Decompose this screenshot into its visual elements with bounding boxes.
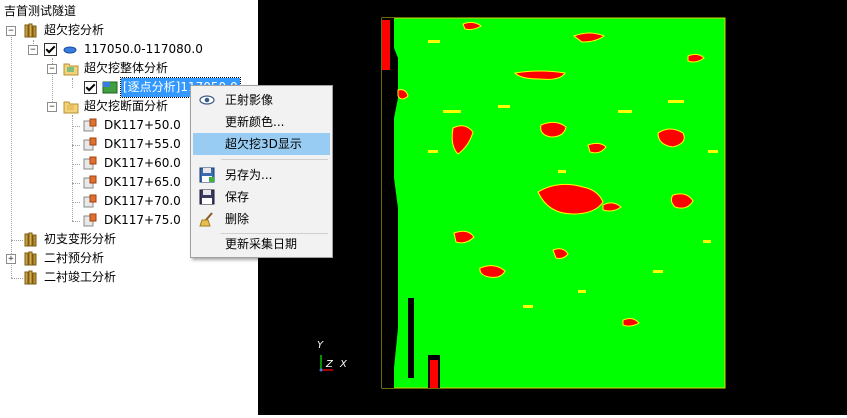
raster-edge-gap xyxy=(382,18,398,388)
tree-item-label: 超欠挖整体分析 xyxy=(84,61,169,75)
menu-item-label: 另存为... xyxy=(225,168,273,182)
section-profile-icon xyxy=(83,137,97,151)
overbreak-regions xyxy=(397,21,705,327)
menu-item-update-date[interactable]: 更新采集日期 xyxy=(193,233,330,255)
tree-item-section[interactable]: DK117+65.0 xyxy=(0,173,258,192)
menu-separator xyxy=(221,233,328,234)
section-profile-icon xyxy=(83,156,97,170)
collapse-toggle[interactable]: − xyxy=(47,102,57,112)
menu-item-save-as[interactable]: 另存为... xyxy=(193,164,330,186)
collapse-toggle[interactable]: − xyxy=(47,64,57,74)
tree-connector xyxy=(72,202,80,203)
save-as-icon xyxy=(199,167,215,183)
ellipse-icon xyxy=(63,46,77,54)
tree-item-label: 二衬竣工分析 xyxy=(44,270,117,284)
tree-item-range[interactable]: − 117050.0-117080.0 xyxy=(0,40,258,59)
folder-icon xyxy=(63,63,79,76)
folder-icon xyxy=(63,101,79,114)
tree-item-deformation-analysis[interactable]: 初支变形分析 xyxy=(0,230,258,249)
tree-item-section[interactable]: DK117+60.0 xyxy=(0,154,258,173)
visibility-checkbox[interactable] xyxy=(44,43,57,56)
project-title: 吉首测试隧道 xyxy=(4,4,77,18)
menu-item-3d-display[interactable]: 超欠挖3D显示 xyxy=(193,133,330,155)
tree-item-lining-preanalysis[interactable]: + 二衬预分析 xyxy=(0,249,258,268)
menu-item-delete[interactable]: 删除 xyxy=(193,208,330,230)
tree-item-overbreak-analysis[interactable]: − 超欠挖分析 xyxy=(0,21,258,40)
tree-connector xyxy=(33,40,34,48)
tree-item-section[interactable]: DK117+70.0 xyxy=(0,192,258,211)
tree-item-label: 超欠挖断面分析 xyxy=(84,99,169,113)
expand-toggle[interactable]: + xyxy=(6,254,16,264)
menu-item-label: 保存 xyxy=(225,190,250,204)
menu-item-update-color[interactable]: 更新颜色... xyxy=(193,111,330,133)
tree-connector xyxy=(72,115,73,221)
tree-connector xyxy=(72,145,80,146)
tree-item-label: 二衬预分析 xyxy=(44,251,105,265)
map-viewer[interactable]: Y Z X xyxy=(258,0,847,415)
tree-connector xyxy=(72,221,80,222)
collapse-toggle[interactable]: − xyxy=(28,45,38,55)
axis-x-label: X xyxy=(340,359,347,370)
axis-z-label: Z xyxy=(326,359,333,370)
section-profile-icon xyxy=(83,118,97,132)
tree-connector xyxy=(52,58,53,106)
tree-connector xyxy=(72,126,80,127)
tree-connector xyxy=(72,78,73,88)
books-icon xyxy=(24,251,37,266)
books-icon xyxy=(24,232,37,247)
context-menu: 正射影像 更新颜色... 超欠挖3D显示 另存为... 保存 删除 更新采集日期 xyxy=(190,85,333,258)
tree-item-label: DK117+55.0 xyxy=(104,137,181,151)
menu-separator xyxy=(221,159,328,160)
broom-icon xyxy=(199,212,213,227)
raster-layer-icon xyxy=(102,81,118,94)
tree-item-section[interactable]: DK117+55.0 xyxy=(0,135,258,154)
books-icon xyxy=(24,270,37,285)
tree-item-section-analysis[interactable]: − 超欠挖断面分析 xyxy=(0,97,258,116)
tree-item-section[interactable]: DK117+75.0 xyxy=(0,211,258,230)
tree-connector xyxy=(11,240,23,241)
tree-item-section[interactable]: DK117+50.0 xyxy=(0,116,258,135)
tree-item-label: 超欠挖分析 xyxy=(44,23,105,37)
axis-indicator xyxy=(319,355,333,372)
menu-item-label: 更新颜色... xyxy=(225,115,285,129)
tree-item-label: DK117+65.0 xyxy=(104,175,181,189)
tree-item-label: 117050.0-117080.0 xyxy=(84,42,203,56)
eye-icon xyxy=(199,95,215,105)
tree-item-lining-completion[interactable]: 二衬竣工分析 xyxy=(0,268,258,287)
save-icon xyxy=(199,189,215,205)
menu-item-label: 更新采集日期 xyxy=(225,237,298,251)
books-icon xyxy=(24,23,37,38)
section-profile-icon xyxy=(83,175,97,189)
section-profile-icon xyxy=(83,213,97,227)
tree-item-label: DK117+75.0 xyxy=(104,213,181,227)
menu-item-label: 正射影像 xyxy=(225,93,274,107)
tree-connector xyxy=(11,31,12,278)
tree-item-label: DK117+60.0 xyxy=(104,156,181,170)
menu-item-orthophoto[interactable]: 正射影像 xyxy=(193,89,330,111)
section-profile-icon xyxy=(83,194,97,208)
underbreak-regions xyxy=(428,40,718,308)
tree-connector xyxy=(72,164,80,165)
collapse-toggle[interactable]: − xyxy=(6,26,16,36)
menu-item-save[interactable]: 保存 xyxy=(193,186,330,208)
tree-item-label: DK117+50.0 xyxy=(104,118,181,132)
visibility-checkbox[interactable] xyxy=(84,81,97,94)
overbreak-raster-view[interactable] xyxy=(258,0,847,415)
menu-item-label: 超欠挖3D显示 xyxy=(225,137,302,151)
axis-y-label: Y xyxy=(317,340,324,351)
tree-item-label: 初支变形分析 xyxy=(44,232,117,246)
tree-connector xyxy=(11,278,23,279)
menu-item-label: 删除 xyxy=(225,212,250,226)
tree-item-overall-analysis[interactable]: − 超欠挖整体分析 xyxy=(0,59,258,78)
tree-item-label: DK117+70.0 xyxy=(104,194,181,208)
tree-connector xyxy=(72,183,80,184)
